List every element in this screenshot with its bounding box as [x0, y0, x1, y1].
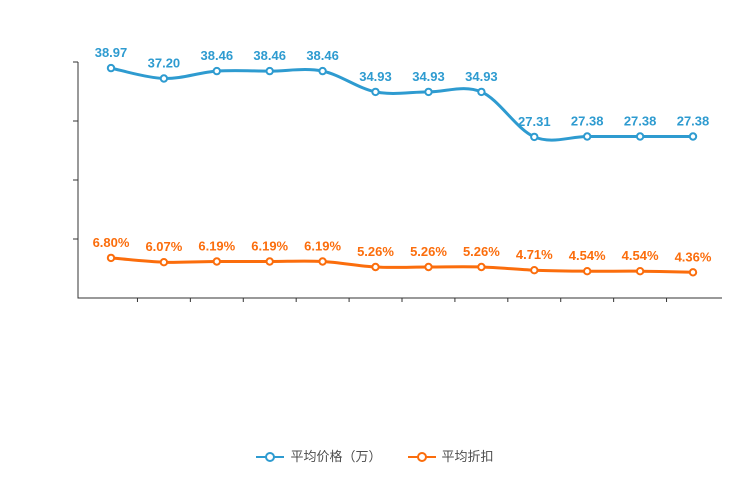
- series-line-1: [109, 256, 695, 274]
- data-label-1-9: 4.54%: [569, 248, 606, 263]
- data-point-1-6[interactable]: [424, 262, 433, 272]
- chart-legend: 平均价格（万） 平均折扣: [0, 446, 750, 468]
- data-point-0-1[interactable]: [159, 74, 169, 83]
- data-label-0-8: 27.31: [518, 114, 551, 129]
- data-label-0-1: 37.20: [148, 56, 181, 71]
- legend-label-average-price: 平均价格（万）: [290, 449, 382, 464]
- data-label-0-5: 34.93: [359, 69, 392, 84]
- data-label-1-2: 6.19%: [198, 239, 235, 254]
- data-point-1-11[interactable]: [688, 268, 698, 277]
- data-point-0-8[interactable]: [530, 132, 539, 142]
- line-series-marker-icon: [256, 451, 285, 463]
- data-point-0-6[interactable]: [424, 87, 433, 97]
- data-point-0-3[interactable]: [265, 66, 274, 76]
- data-label-1-8: 4.71%: [516, 247, 553, 262]
- data-label-1-11: 4.36%: [675, 249, 712, 264]
- data-label-1-5: 5.26%: [357, 244, 394, 259]
- data-label-1-0: 6.80%: [93, 235, 130, 250]
- series-line-0: [109, 66, 695, 142]
- data-point-1-5[interactable]: [371, 262, 380, 272]
- data-label-1-6: 5.26%: [410, 244, 447, 259]
- data-point-1-2[interactable]: [212, 257, 222, 266]
- data-point-0-4[interactable]: [318, 66, 327, 76]
- data-point-1-3[interactable]: [265, 257, 274, 266]
- data-label-1-3: 6.19%: [251, 239, 288, 254]
- data-point-1-0[interactable]: [106, 253, 116, 263]
- data-label-0-2: 38.46: [201, 48, 234, 63]
- legend-dot-icon: [265, 452, 276, 462]
- data-point-0-9[interactable]: [583, 132, 592, 141]
- data-point-0-10[interactable]: [635, 132, 645, 141]
- legend-item-average-discount[interactable]: 平均折扣: [407, 446, 494, 468]
- legend-label-average-discount: 平均折扣: [441, 449, 494, 464]
- data-label-0-7: 34.93: [465, 69, 498, 84]
- data-label-0-9: 27.38: [571, 114, 604, 129]
- data-label-0-3: 38.46: [253, 48, 286, 63]
- data-label-0-4: 38.46: [306, 48, 339, 63]
- data-label-1-10: 4.54%: [622, 248, 659, 263]
- data-point-0-2[interactable]: [212, 66, 222, 76]
- data-label-0-11: 27.38: [677, 114, 710, 129]
- data-point-0-0[interactable]: [106, 63, 116, 73]
- data-label-1-1: 6.07%: [145, 239, 182, 254]
- data-point-1-1[interactable]: [159, 258, 169, 267]
- data-point-0-11[interactable]: [688, 132, 698, 141]
- data-label-0-0: 38.97: [95, 45, 128, 60]
- data-point-0-5[interactable]: [371, 87, 380, 97]
- legend-dot-icon: [416, 452, 427, 462]
- data-point-0-7[interactable]: [477, 87, 486, 97]
- data-label-0-6: 34.93: [412, 69, 445, 84]
- legend-item-average-price[interactable]: 平均价格（万）: [256, 446, 382, 468]
- line-series-marker-icon: [407, 451, 436, 463]
- data-point-1-8[interactable]: [530, 266, 539, 275]
- data-point-1-4[interactable]: [318, 257, 327, 266]
- data-label-0-10: 27.38: [624, 114, 657, 129]
- data-point-1-10[interactable]: [635, 267, 645, 276]
- data-point-1-7[interactable]: [477, 262, 486, 272]
- data-label-1-4: 6.19%: [304, 239, 341, 254]
- data-point-1-9[interactable]: [583, 267, 592, 276]
- data-label-1-7: 5.26%: [463, 244, 500, 259]
